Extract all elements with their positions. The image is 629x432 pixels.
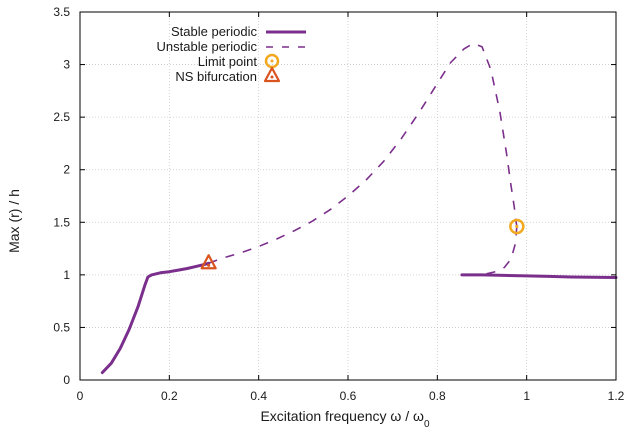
x-tick-label: 0.8	[429, 389, 446, 403]
legend-limit-point-icon	[264, 53, 280, 69]
grid	[79, 11, 617, 381]
y-tick-label: 0.5	[53, 320, 70, 334]
x-axis-label-main: Excitation frequency ω / ω	[260, 408, 424, 424]
x-tick-label: 1.2	[608, 389, 625, 403]
legend: Stable periodic Unstable periodic Limit …	[157, 24, 306, 84]
y-tick-label: 1	[63, 268, 70, 282]
plot-markers	[200, 218, 525, 270]
y-tick-label: 3.5	[53, 5, 70, 19]
legend-label-limit-point: Limit point	[198, 54, 258, 69]
x-tick-label: 0.6	[340, 389, 357, 403]
y-tick-label: 1.5	[53, 215, 70, 229]
unstable-periodic-line-1	[477, 226, 518, 276]
y-tick-label: 0	[63, 373, 70, 387]
y-tick-label: 3	[63, 58, 70, 72]
x-axis-label: Excitation frequency ω / ω0	[260, 408, 430, 430]
y-tick-label: 2.5	[53, 110, 70, 124]
ns-bifurcation-marker	[200, 254, 217, 270]
y-axis-label: Max (r) / h	[6, 189, 22, 253]
axis-ticks: 0 0.2 0.4 0.6 0.8 1 1.2 0 0.5 1 1.5 2 2.5 3 3.5	[53, 5, 624, 403]
x-tick-label: 0.4	[250, 389, 267, 403]
stable-periodic-line-1	[460, 273, 618, 279]
x-tick-label: 0.2	[161, 389, 178, 403]
y-tick-label: 2	[63, 163, 70, 177]
legend-ns-triangle-icon	[263, 66, 281, 83]
x-axis-label-subscript: 0	[424, 419, 430, 430]
x-tick-label: 0	[77, 389, 84, 403]
legend-label-ns-bifurcation: NS bifurcation	[175, 69, 257, 84]
stable-periodic-line-0	[100, 261, 211, 375]
limit-point-marker	[509, 218, 525, 235]
x-tick-label: 1	[523, 389, 530, 403]
plot-series	[100, 42, 618, 375]
unstable-periodic-line-0	[208, 42, 518, 265]
legend-label-unstable: Unstable periodic	[157, 39, 258, 54]
legend-label-stable: Stable periodic	[171, 24, 257, 39]
